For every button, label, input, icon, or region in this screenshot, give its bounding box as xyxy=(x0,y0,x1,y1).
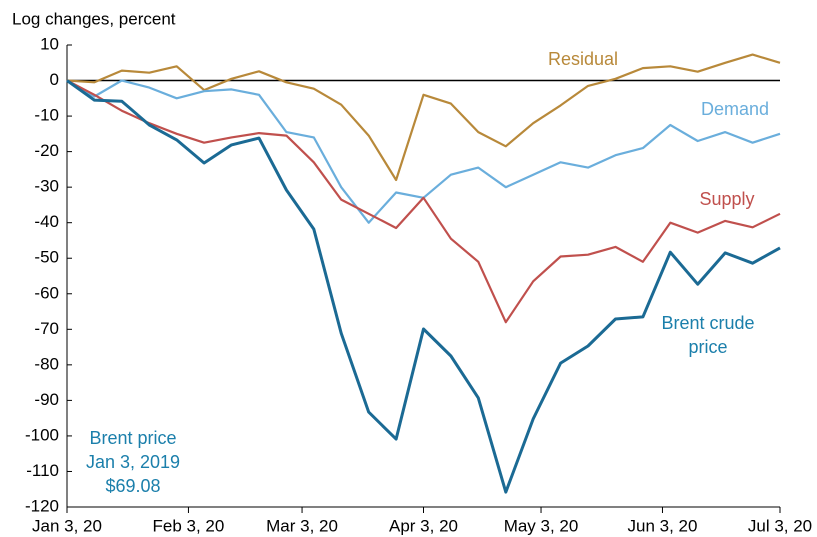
y-tick-label: -60 xyxy=(34,283,59,302)
series-label: Supply xyxy=(699,189,755,209)
x-tick-label: Apr 3, 20 xyxy=(389,516,458,535)
x-tick-label: Mar 3, 20 xyxy=(266,516,338,535)
series-label: Brent crude price xyxy=(661,313,755,357)
y-tick-label: -50 xyxy=(34,248,59,267)
y-tick-label: -10 xyxy=(34,106,59,125)
x-tick-label: Feb 3, 20 xyxy=(153,516,225,535)
annotation: Jan 3, 2019 xyxy=(85,452,181,472)
annotation: $69.08 xyxy=(105,476,161,496)
y-tick-label: -120 xyxy=(25,496,59,515)
y-tick-label: -40 xyxy=(34,212,59,231)
x-tick-label: Jun 3, 20 xyxy=(627,516,697,535)
y-tick-label: -110 xyxy=(26,461,59,480)
chart-title: Log changes, percent xyxy=(12,9,176,28)
y-tick-label: -30 xyxy=(34,177,59,196)
y-tick-label: -20 xyxy=(34,141,59,160)
series-line xyxy=(66,79,781,324)
y-tick-label: -80 xyxy=(34,354,59,373)
y-tick-label: -70 xyxy=(34,319,59,338)
series-line xyxy=(66,53,781,182)
annotation: Brent price xyxy=(89,428,177,448)
y-tick-label: -90 xyxy=(34,390,59,409)
series-line xyxy=(66,79,781,224)
y-tick-label: 0 xyxy=(50,70,59,89)
series-label: Residual xyxy=(547,49,619,69)
series-line xyxy=(66,79,781,494)
y-tick-label: 10 xyxy=(40,34,59,53)
x-tick-label: Jan 3, 20 xyxy=(32,516,102,535)
x-tick-label: Jul 3, 20 xyxy=(748,516,812,535)
x-tick-label: May 3, 20 xyxy=(504,516,579,535)
y-tick-label: -100 xyxy=(25,425,59,444)
series-label: Demand xyxy=(700,99,770,119)
